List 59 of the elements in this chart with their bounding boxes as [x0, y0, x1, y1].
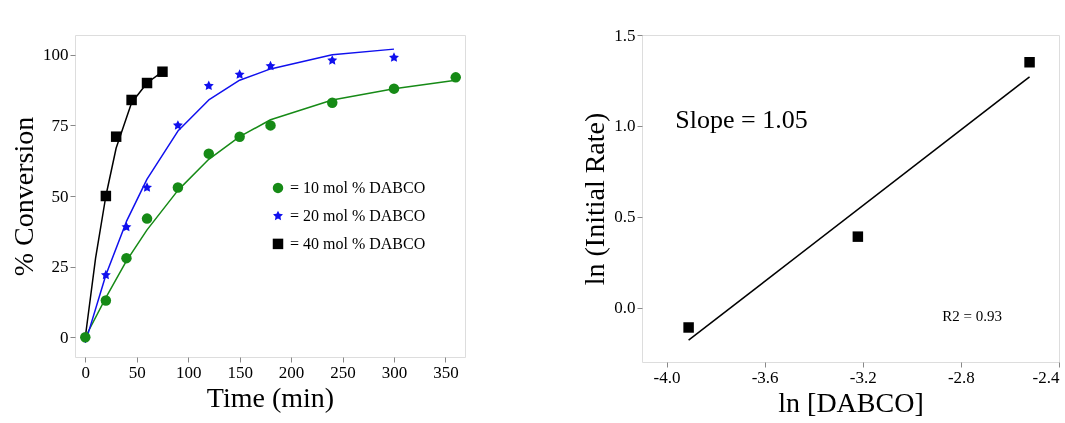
point [80, 331, 91, 343]
point [327, 97, 338, 109]
y-tick-label: 1.5 [614, 25, 636, 45]
x-tick-label: 0 [81, 362, 91, 382]
point [389, 52, 399, 62]
point [172, 182, 184, 193]
point [141, 77, 153, 89]
x-tick-label: -4.0 [653, 367, 681, 387]
x-tick-label: 100 [175, 362, 202, 382]
y-axis-title: % Conversion [8, 116, 39, 277]
point [1024, 57, 1035, 68]
point [100, 295, 112, 306]
point [100, 269, 111, 280]
point [852, 231, 864, 242]
point [203, 148, 215, 159]
y-tick-label: 75 [51, 115, 69, 135]
point [234, 131, 245, 142]
y-axis-title: ln (Initial Rate) [579, 112, 611, 286]
x-tick-label: 350 [433, 362, 459, 382]
point [126, 94, 137, 106]
point [683, 322, 694, 333]
point [157, 66, 168, 77]
legend-label: = 40 mol % DABCO [290, 234, 426, 252]
x-tick-label: 200 [278, 362, 305, 382]
y-tick-label: 25 [51, 257, 69, 277]
point [141, 213, 153, 224]
legend-label: = 20 mol % DABCO [290, 206, 426, 224]
point [234, 69, 245, 79]
x-tick-label: -2.8 [947, 367, 975, 387]
x-tick-label: 300 [381, 362, 408, 382]
point [265, 60, 276, 71]
point [388, 83, 400, 94]
x-axis-title: ln [DABCO] [778, 386, 924, 418]
annotation: Slope = 1.05 [675, 105, 808, 135]
x-tick-label: 150 [227, 362, 253, 382]
x-tick-label: 250 [330, 362, 356, 382]
y-tick-label: 0 [60, 327, 69, 347]
point [142, 182, 153, 192]
point [265, 120, 276, 131]
x-tick-label: -3.2 [849, 367, 877, 387]
y-tick-label: 0.5 [614, 207, 636, 227]
point [121, 221, 132, 232]
y-tick-label: 100 [43, 45, 69, 65]
y-tick-label: 1.0 [614, 116, 636, 136]
annotation: R2 = 0.93 [942, 308, 1002, 325]
x-tick-label: -3.6 [751, 367, 779, 387]
point [203, 80, 214, 91]
legend-label: = 10 mol % DABCO [290, 178, 426, 196]
point [327, 55, 338, 65]
point [110, 131, 122, 142]
point [100, 190, 112, 202]
point [121, 252, 132, 264]
y-tick-label: 0.0 [614, 298, 636, 317]
x-axis-title: Time (min) [206, 381, 335, 413]
y-tick-label: 50 [51, 186, 69, 206]
x-tick-label: -2.4 [1032, 367, 1060, 387]
x-tick-label: 50 [128, 362, 146, 382]
point [450, 72, 461, 83]
point [172, 120, 183, 130]
